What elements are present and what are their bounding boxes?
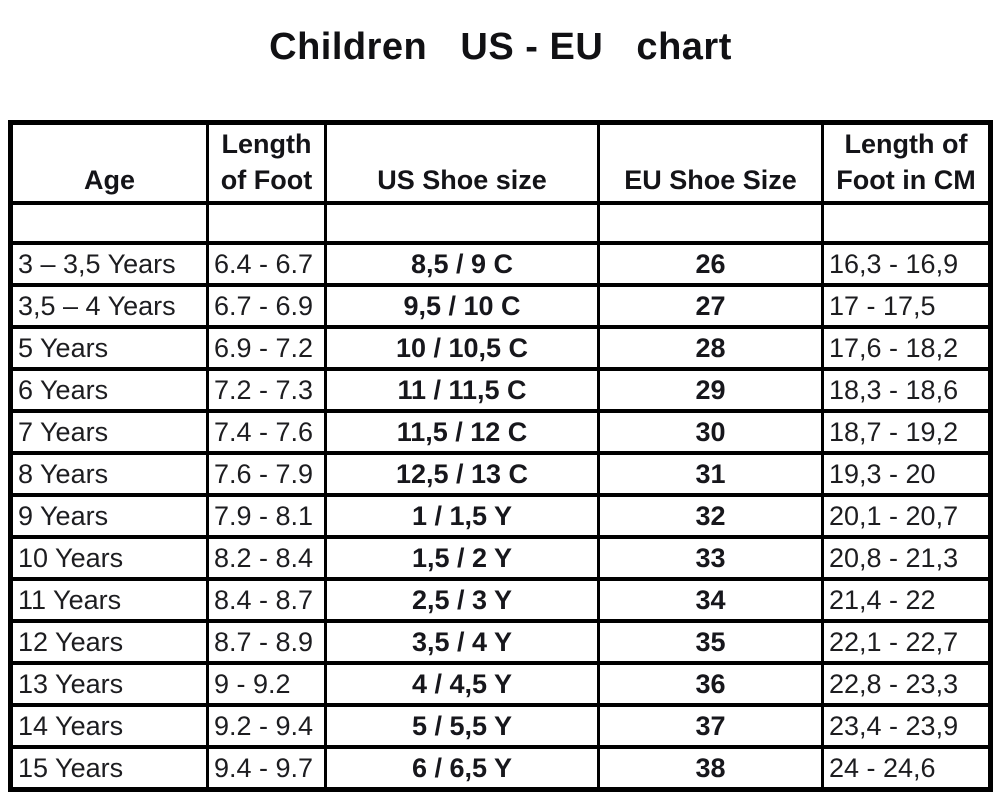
cell-cm-length: 22,8 - 23,3: [824, 665, 988, 703]
cell-age: 6 Years: [13, 371, 206, 409]
spacer-cell: [824, 205, 988, 241]
cell-eu-size: 27: [600, 287, 821, 325]
cell-eu-size: 36: [600, 665, 821, 703]
cell-cm-length: 18,3 - 18,6: [824, 371, 988, 409]
cell-cm-length: 21,4 - 22: [824, 581, 988, 619]
header-eu-shoe-size: EU Shoe Size: [600, 125, 821, 201]
cell-cm-length: 16,3 - 16,9: [824, 245, 988, 283]
cell-cm-length: 18,7 - 19,2: [824, 413, 988, 451]
header-foot-length: Length of Foot: [209, 125, 324, 201]
cell-foot-length: 9.2 - 9.4: [209, 707, 324, 745]
cell-us-size: 9,5 / 10 C: [327, 287, 597, 325]
cell-us-size: 5 / 5,5 Y: [327, 707, 597, 745]
cell-eu-size: 38: [600, 749, 821, 787]
spacer-cell: [600, 205, 821, 241]
cell-cm-length: 20,8 - 21,3: [824, 539, 988, 577]
cell-eu-size: 29: [600, 371, 821, 409]
cell-foot-length: 7.6 - 7.9: [209, 455, 324, 493]
cell-cm-length: 17,6 - 18,2: [824, 329, 988, 367]
cell-foot-length: 9.4 - 9.7: [209, 749, 324, 787]
cell-age: 12 Years: [13, 623, 206, 661]
cell-eu-size: 28: [600, 329, 821, 367]
cell-eu-size: 35: [600, 623, 821, 661]
cell-us-size: 4 / 4,5 Y: [327, 665, 597, 703]
cell-eu-size: 30: [600, 413, 821, 451]
cell-us-size: 11 / 11,5 C: [327, 371, 597, 409]
cell-age: 3,5 – 4 Years: [13, 287, 206, 325]
cell-foot-length: 6.4 - 6.7: [209, 245, 324, 283]
cell-cm-length: 19,3 - 20: [824, 455, 988, 493]
header-foot-length-cm: Length of Foot in CM: [824, 125, 988, 201]
size-chart-table: Age Length of Foot US Shoe size EU Shoe …: [8, 120, 993, 792]
spacer-cell: [327, 205, 597, 241]
cell-us-size: 8,5 / 9 C: [327, 245, 597, 283]
cell-us-size: 1 / 1,5 Y: [327, 497, 597, 535]
cell-foot-length: 8.4 - 8.7: [209, 581, 324, 619]
cell-age: 15 Years: [13, 749, 206, 787]
spacer-cell: [209, 205, 324, 241]
cell-age: 11 Years: [13, 581, 206, 619]
cell-cm-length: 24 - 24,6: [824, 749, 988, 787]
cell-us-size: 2,5 / 3 Y: [327, 581, 597, 619]
cell-age: 14 Years: [13, 707, 206, 745]
cell-us-size: 11,5 / 12 C: [327, 413, 597, 451]
header-us-shoe-size: US Shoe size: [327, 125, 597, 201]
cell-age: 7 Years: [13, 413, 206, 451]
header-age: Age: [13, 125, 206, 201]
cell-foot-length: 9 - 9.2: [209, 665, 324, 703]
cell-cm-length: 22,1 - 22,7: [824, 623, 988, 661]
spacer-cell: [13, 205, 206, 241]
cell-us-size: 1,5 / 2 Y: [327, 539, 597, 577]
cell-age: 13 Years: [13, 665, 206, 703]
cell-us-size: 10 / 10,5 C: [327, 329, 597, 367]
page-title: Children US - EU chart: [269, 26, 732, 68]
cell-age: 5 Years: [13, 329, 206, 367]
cell-us-size: 6 / 6,5 Y: [327, 749, 597, 787]
cell-us-size: 3,5 / 4 Y: [327, 623, 597, 661]
cell-cm-length: 20,1 - 20,7: [824, 497, 988, 535]
cell-eu-size: 34: [600, 581, 821, 619]
cell-foot-length: 8.2 - 8.4: [209, 539, 324, 577]
cell-eu-size: 33: [600, 539, 821, 577]
cell-eu-size: 31: [600, 455, 821, 493]
cell-foot-length: 7.2 - 7.3: [209, 371, 324, 409]
cell-age: 10 Years: [13, 539, 206, 577]
cell-age: 8 Years: [13, 455, 206, 493]
cell-foot-length: 7.9 - 8.1: [209, 497, 324, 535]
cell-foot-length: 6.9 - 7.2: [209, 329, 324, 367]
cell-foot-length: 7.4 - 7.6: [209, 413, 324, 451]
cell-cm-length: 23,4 - 23,9: [824, 707, 988, 745]
cell-age: 9 Years: [13, 497, 206, 535]
cell-eu-size: 37: [600, 707, 821, 745]
cell-eu-size: 26: [600, 245, 821, 283]
cell-us-size: 12,5 / 13 C: [327, 455, 597, 493]
cell-cm-length: 17 - 17,5: [824, 287, 988, 325]
cell-foot-length: 8.7 - 8.9: [209, 623, 324, 661]
cell-eu-size: 32: [600, 497, 821, 535]
cell-foot-length: 6.7 - 6.9: [209, 287, 324, 325]
cell-age: 3 – 3,5 Years: [13, 245, 206, 283]
